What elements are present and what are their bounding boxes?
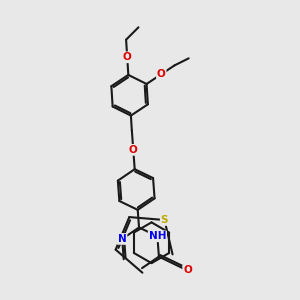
Text: O: O [129,145,138,155]
Text: O: O [183,266,192,275]
Text: O: O [157,69,166,79]
Text: O: O [123,52,132,62]
Text: NH: NH [148,231,166,241]
Text: N: N [118,234,127,244]
Text: S: S [161,215,168,225]
